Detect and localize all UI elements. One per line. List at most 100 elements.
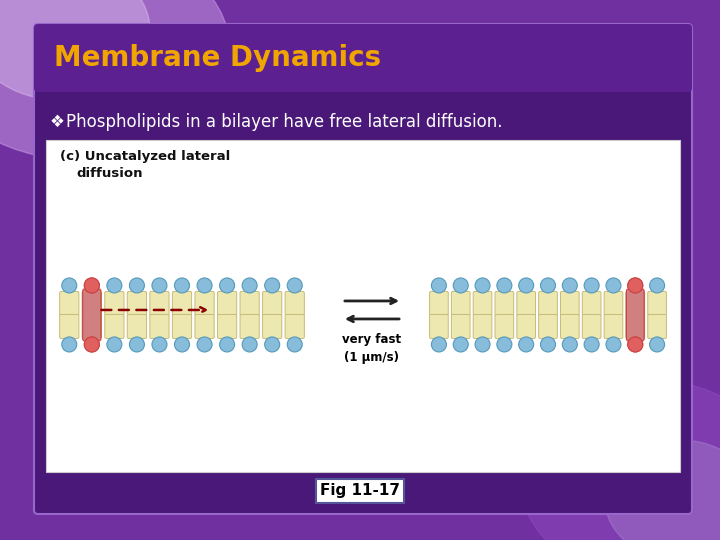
Circle shape bbox=[431, 337, 446, 352]
Circle shape bbox=[584, 337, 599, 352]
FancyBboxPatch shape bbox=[127, 314, 147, 339]
FancyBboxPatch shape bbox=[495, 292, 513, 315]
FancyBboxPatch shape bbox=[34, 24, 692, 514]
Circle shape bbox=[152, 337, 167, 352]
FancyBboxPatch shape bbox=[473, 314, 492, 339]
Circle shape bbox=[562, 278, 577, 293]
Circle shape bbox=[475, 337, 490, 352]
Circle shape bbox=[606, 337, 621, 352]
Circle shape bbox=[649, 278, 665, 293]
FancyBboxPatch shape bbox=[473, 292, 492, 315]
Circle shape bbox=[84, 337, 99, 352]
Circle shape bbox=[431, 278, 446, 293]
Circle shape bbox=[497, 337, 512, 352]
FancyBboxPatch shape bbox=[604, 314, 623, 339]
Circle shape bbox=[84, 278, 99, 293]
FancyBboxPatch shape bbox=[263, 314, 282, 339]
Circle shape bbox=[497, 278, 512, 293]
Bar bbox=[38, 28, 688, 88]
Circle shape bbox=[287, 278, 302, 293]
FancyBboxPatch shape bbox=[626, 292, 644, 315]
Circle shape bbox=[107, 337, 122, 352]
Circle shape bbox=[541, 278, 556, 293]
FancyBboxPatch shape bbox=[217, 292, 237, 315]
Circle shape bbox=[107, 278, 122, 293]
FancyBboxPatch shape bbox=[560, 314, 579, 339]
Circle shape bbox=[265, 337, 279, 352]
Text: Phospholipids in a bilayer have free lateral diffusion.: Phospholipids in a bilayer have free lat… bbox=[66, 113, 503, 131]
FancyBboxPatch shape bbox=[626, 289, 644, 341]
FancyBboxPatch shape bbox=[127, 292, 147, 315]
Ellipse shape bbox=[605, 440, 720, 540]
FancyBboxPatch shape bbox=[604, 292, 623, 315]
Circle shape bbox=[130, 278, 145, 293]
FancyBboxPatch shape bbox=[263, 292, 282, 315]
Circle shape bbox=[453, 337, 468, 352]
FancyBboxPatch shape bbox=[172, 292, 192, 315]
Text: diffusion: diffusion bbox=[76, 167, 143, 180]
FancyBboxPatch shape bbox=[150, 292, 169, 315]
FancyBboxPatch shape bbox=[60, 314, 79, 339]
Circle shape bbox=[242, 278, 257, 293]
Ellipse shape bbox=[520, 380, 720, 540]
Circle shape bbox=[242, 337, 257, 352]
FancyBboxPatch shape bbox=[34, 24, 692, 92]
Text: Membrane Dynamics: Membrane Dynamics bbox=[54, 44, 381, 72]
FancyBboxPatch shape bbox=[195, 292, 214, 315]
Bar bbox=[46, 140, 680, 472]
FancyBboxPatch shape bbox=[495, 314, 513, 339]
Text: (c) Uncatalyzed lateral: (c) Uncatalyzed lateral bbox=[60, 150, 230, 163]
Text: ❖: ❖ bbox=[50, 113, 65, 131]
Circle shape bbox=[152, 278, 167, 293]
FancyBboxPatch shape bbox=[83, 289, 101, 341]
Circle shape bbox=[628, 278, 643, 293]
Circle shape bbox=[628, 337, 643, 352]
FancyBboxPatch shape bbox=[240, 292, 259, 315]
Circle shape bbox=[197, 278, 212, 293]
Circle shape bbox=[584, 278, 599, 293]
FancyBboxPatch shape bbox=[582, 292, 601, 315]
FancyBboxPatch shape bbox=[60, 292, 79, 315]
FancyBboxPatch shape bbox=[195, 314, 214, 339]
Circle shape bbox=[84, 278, 99, 293]
FancyBboxPatch shape bbox=[451, 292, 470, 315]
Circle shape bbox=[518, 278, 534, 293]
Circle shape bbox=[130, 337, 145, 352]
FancyBboxPatch shape bbox=[285, 292, 305, 315]
FancyBboxPatch shape bbox=[285, 314, 305, 339]
Circle shape bbox=[265, 278, 279, 293]
FancyBboxPatch shape bbox=[626, 314, 644, 339]
Circle shape bbox=[606, 278, 621, 293]
FancyBboxPatch shape bbox=[517, 314, 536, 339]
Circle shape bbox=[62, 278, 77, 293]
Circle shape bbox=[197, 337, 212, 352]
FancyBboxPatch shape bbox=[82, 314, 102, 339]
Circle shape bbox=[628, 337, 643, 352]
Ellipse shape bbox=[0, 0, 150, 100]
Circle shape bbox=[174, 278, 189, 293]
Circle shape bbox=[62, 337, 77, 352]
Bar bbox=[316, 479, 404, 503]
FancyBboxPatch shape bbox=[150, 314, 169, 339]
Circle shape bbox=[649, 337, 665, 352]
FancyBboxPatch shape bbox=[217, 314, 237, 339]
FancyBboxPatch shape bbox=[104, 314, 124, 339]
Text: very fast
(1 μm/s): very fast (1 μm/s) bbox=[343, 333, 402, 364]
Circle shape bbox=[475, 278, 490, 293]
FancyBboxPatch shape bbox=[539, 314, 557, 339]
Circle shape bbox=[541, 337, 556, 352]
FancyBboxPatch shape bbox=[648, 292, 667, 315]
FancyBboxPatch shape bbox=[430, 314, 449, 339]
Circle shape bbox=[562, 337, 577, 352]
FancyBboxPatch shape bbox=[172, 314, 192, 339]
Circle shape bbox=[518, 337, 534, 352]
Circle shape bbox=[220, 278, 235, 293]
Circle shape bbox=[287, 337, 302, 352]
FancyBboxPatch shape bbox=[560, 292, 579, 315]
FancyBboxPatch shape bbox=[648, 314, 667, 339]
FancyBboxPatch shape bbox=[517, 292, 536, 315]
FancyBboxPatch shape bbox=[430, 292, 449, 315]
FancyBboxPatch shape bbox=[104, 292, 124, 315]
Circle shape bbox=[220, 337, 235, 352]
Circle shape bbox=[174, 337, 189, 352]
